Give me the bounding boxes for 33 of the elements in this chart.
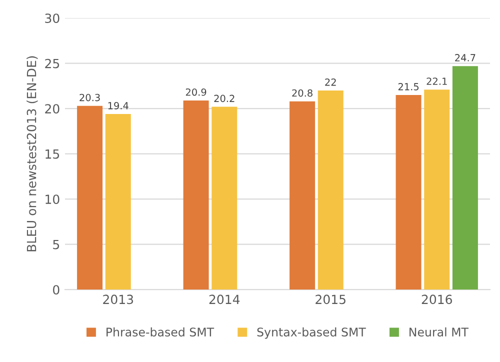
- y-tick-label: 5: [53, 240, 60, 250]
- legend-label: Phrase-based SMT: [106, 327, 214, 337]
- y-tick-label: 30: [45, 14, 60, 24]
- data-label: 20.3: [80, 94, 100, 102]
- bar: [452, 66, 478, 290]
- y-tick-label: 20: [45, 104, 60, 114]
- bar: [212, 106, 238, 290]
- data-label: 24.7: [455, 54, 476, 62]
- x-tick-label: 2013: [103, 294, 134, 304]
- bar: [424, 90, 450, 290]
- bar: [77, 106, 103, 290]
- data-label: 20.2: [214, 94, 234, 102]
- x-tick-label: 2016: [422, 294, 452, 304]
- bar: [105, 114, 131, 290]
- bar: [183, 100, 209, 290]
- bar: [318, 90, 344, 290]
- bar: [396, 95, 422, 290]
- y-axis-title: BLEU on newstest2013 (EN-DE): [26, 56, 38, 252]
- legend-label: Syntax-based SMT: [257, 327, 366, 339]
- data-label: 19.4: [108, 102, 128, 110]
- data-label: 22.1: [426, 78, 447, 85]
- legend-label: Neural MT: [410, 327, 469, 337]
- y-tick-label: 0: [53, 285, 60, 295]
- data-label: 21.5: [398, 83, 419, 90]
- data-label: 20.9: [186, 88, 206, 96]
- bar: [290, 101, 316, 290]
- x-tick-label: 2014: [209, 294, 240, 304]
- data-label: 20.8: [292, 89, 312, 97]
- y-tick-label: 25: [45, 58, 60, 68]
- y-tick-label: 10: [46, 194, 60, 204]
- x-tick-label: 2015: [316, 294, 346, 304]
- y-tick-label: 15: [46, 149, 60, 159]
- data-label: 22: [325, 78, 336, 86]
